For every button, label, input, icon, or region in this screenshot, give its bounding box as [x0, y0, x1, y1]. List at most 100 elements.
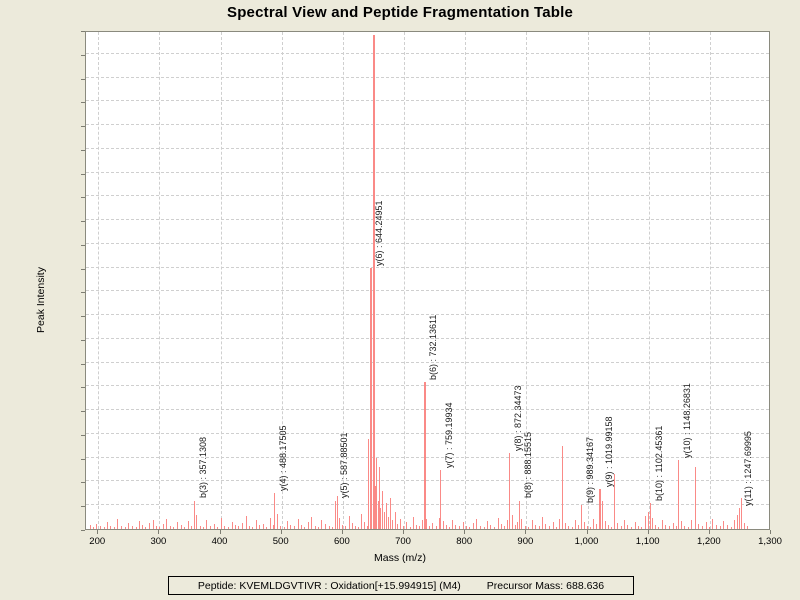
peak-bar	[331, 526, 333, 529]
gridline	[404, 32, 406, 529]
peak-bar	[206, 520, 208, 529]
peak-bar	[684, 525, 686, 529]
peak-label: b(8) : 888.15515	[523, 432, 534, 499]
peak-label: y(10) : 1148.26831	[682, 383, 693, 459]
peak-bar	[545, 523, 547, 529]
peak-bar	[687, 526, 689, 529]
peak-bar	[483, 526, 485, 529]
peak-bar	[611, 526, 613, 529]
peak-bar	[723, 520, 725, 529]
gridline	[86, 147, 769, 149]
x-tick-mark	[280, 530, 282, 534]
page-title: Spectral View and Peptide Fragmentation …	[226, 4, 574, 21]
gridline	[86, 480, 769, 482]
peak-bar	[234, 524, 236, 529]
y-tick-mark	[81, 339, 85, 341]
y-tick-mark	[81, 434, 85, 436]
peak-bar	[266, 526, 268, 529]
peak-bar	[655, 524, 657, 529]
peak-bar	[191, 525, 193, 529]
peak-bar	[432, 522, 434, 529]
x-tick-mark	[464, 530, 466, 534]
peak-bar	[318, 526, 320, 529]
peak-bar	[719, 526, 721, 529]
plot-area[interactable]: b(3) : 357.1308 y(4) : 488.17505 y(5) : 58…	[85, 31, 770, 530]
peak-bar	[542, 516, 544, 529]
peak-bar	[120, 525, 122, 529]
peak-bar	[452, 519, 454, 529]
peak-bar	[152, 519, 154, 529]
peak-bar	[297, 518, 299, 529]
peak-bar	[394, 511, 396, 529]
peak-bar	[583, 522, 585, 529]
peak-bar	[650, 502, 652, 529]
peak-bar	[169, 526, 171, 529]
peptide-text: Peptide: KVEMLDGVTIVR : Oxidation[+15.99…	[197, 579, 461, 592]
peak-bar	[184, 526, 186, 529]
y-tick-mark	[81, 126, 85, 128]
peak-bar	[504, 526, 506, 529]
spectrum-plot[interactable]: b(3) : 357.1308 y(4) : 488.17505 y(5) : 58…	[81, 31, 782, 547]
peak-label: b(3) : 357.1308	[198, 437, 209, 499]
peak-bar	[110, 526, 112, 529]
peak-bar	[469, 526, 471, 529]
peak-bar	[493, 526, 495, 529]
gridline	[86, 52, 769, 54]
gridline	[86, 314, 769, 316]
peak-bar	[429, 525, 431, 529]
peak-bar	[238, 526, 240, 529]
gridline	[86, 409, 769, 411]
peak-bar	[645, 515, 646, 529]
gridline	[86, 124, 769, 126]
peak-bar	[538, 526, 540, 529]
peak-bar	[445, 525, 447, 529]
peak-bar	[227, 526, 229, 529]
y-tick-mark	[81, 363, 85, 365]
peak-bar	[366, 525, 368, 529]
peak-bar	[578, 524, 580, 529]
gridline	[98, 32, 100, 529]
peak-bar	[372, 34, 375, 529]
peak-bar	[342, 524, 344, 529]
peak-bar	[248, 525, 250, 529]
peak-bar	[672, 522, 674, 529]
peak-bar	[262, 523, 264, 529]
peak-label: y(11) : 1247.69995	[743, 430, 753, 506]
y-tick-mark	[81, 173, 85, 175]
peak-bar	[487, 520, 489, 529]
peak-bar	[194, 500, 196, 529]
peak-bar	[620, 526, 622, 529]
gridline	[86, 432, 769, 434]
peak-bar	[159, 526, 161, 529]
gridline	[587, 32, 589, 529]
peak-bar	[715, 525, 717, 529]
peak-bar	[363, 521, 365, 529]
gridline	[86, 76, 769, 78]
peak-bar	[304, 526, 306, 529]
peak-bar	[562, 445, 564, 529]
peak-bar	[361, 513, 363, 529]
peak-bar	[378, 467, 380, 529]
peak-bar	[397, 524, 399, 529]
peak-bar	[701, 526, 703, 529]
peak-bar	[213, 524, 215, 529]
gridline	[86, 219, 769, 221]
x-tick-mark	[708, 530, 710, 534]
peak-bar	[187, 521, 189, 529]
peak-bar	[106, 521, 108, 529]
peak-bar	[387, 517, 389, 529]
peak-bar	[89, 525, 91, 529]
peak-bar	[438, 517, 440, 529]
peak-label: y(4) : 488.17505	[278, 425, 289, 492]
peak-bar	[352, 523, 354, 529]
peak-bar	[138, 520, 140, 529]
peak-bar	[367, 438, 369, 529]
peak-bar	[328, 526, 330, 529]
peak-bar	[571, 526, 573, 529]
peak-bar	[519, 500, 521, 529]
peak-bar	[509, 452, 511, 529]
peak-bar	[293, 526, 295, 529]
peak-bar	[528, 526, 530, 529]
peak-bar	[567, 525, 569, 529]
gridline	[86, 337, 769, 339]
